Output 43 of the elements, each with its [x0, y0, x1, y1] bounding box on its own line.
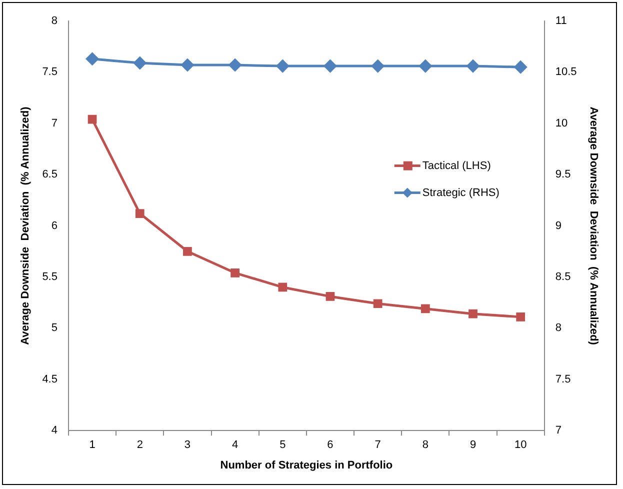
- point: [278, 282, 288, 292]
- y2-tick-label: 9: [555, 220, 562, 232]
- x-tick-label: 3: [184, 439, 191, 452]
- point: [183, 246, 192, 256]
- x-tick-label: 9: [470, 439, 476, 452]
- y-tick-label: 6.5: [42, 168, 58, 181]
- y-tick-label: 5.5: [42, 271, 58, 284]
- x-tick-label: 7: [374, 439, 381, 452]
- x-axis-title: Number of Strategies in Portfolio: [220, 459, 393, 472]
- y-tick-label: 8: [51, 15, 58, 28]
- point: [373, 299, 382, 308]
- point: [516, 312, 526, 322]
- point: [230, 268, 240, 278]
- x-tick-label: 10: [514, 439, 527, 452]
- point: [135, 209, 144, 218]
- y2-tick-label: 10: [555, 117, 568, 130]
- y-tick-label: 5: [51, 322, 58, 334]
- y2-tick-label: 7: [555, 424, 562, 437]
- y-axis-title: Average Downside Deviation (% Annualized): [20, 106, 32, 345]
- point: [468, 309, 478, 318]
- x-tick-label: 4: [232, 439, 238, 452]
- y-tick-label: 7.5: [42, 66, 58, 78]
- x-tick-label: 5: [280, 439, 286, 452]
- point: [326, 292, 335, 301]
- x-tick-label: 2: [136, 439, 143, 452]
- x-tick-label: 6: [327, 439, 334, 452]
- legend-label: Strategic (RHS): [422, 186, 500, 199]
- y2-tick-label: 11: [555, 15, 567, 28]
- x-tick-label: 1: [89, 439, 96, 452]
- point: [88, 114, 97, 124]
- legend-label: Tactical (LHS): [422, 160, 491, 172]
- y2-axis-title: Average Downside Deviation (% Annualized): [587, 106, 600, 346]
- y2-tick-label: 8.5: [555, 271, 571, 284]
- y2-tick-label: 9.5: [555, 168, 571, 181]
- y2-tick-label: 7.5: [555, 373, 571, 386]
- point: [420, 304, 430, 314]
- y-tick-label: 7: [51, 117, 58, 130]
- y-tick-label: 4: [51, 424, 58, 437]
- y-tick-label: 6: [51, 220, 58, 232]
- y-tick-label: 4.5: [42, 373, 58, 386]
- y2-tick-label: 10.5: [555, 66, 577, 78]
- x-tick-label: 8: [422, 439, 428, 452]
- y2-tick-label: 8: [555, 322, 562, 334]
